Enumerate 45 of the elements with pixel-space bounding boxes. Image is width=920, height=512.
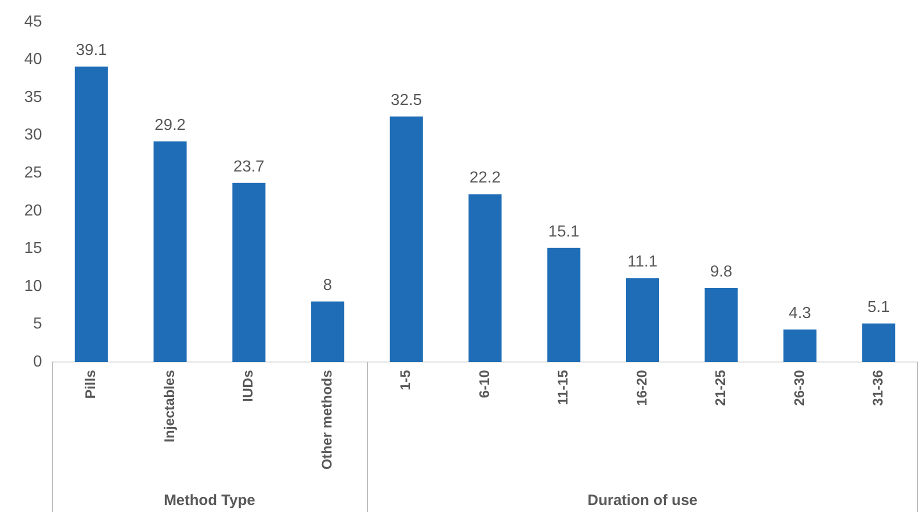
bar (783, 330, 816, 362)
y-tick-label: 0 (33, 353, 42, 370)
x-tick-label: Injectables (160, 370, 177, 442)
bar (626, 278, 660, 362)
x-tick-label: 11-15 (554, 370, 571, 406)
bar (232, 182, 266, 362)
data-label: 23.7 (233, 158, 265, 176)
data-label: 9.8 (710, 263, 732, 280)
y-tick-label: 5 (33, 316, 42, 333)
data-label: 5.1 (868, 298, 890, 316)
y-tick-label: 25 (24, 164, 42, 182)
x-tick-label: 16-20 (633, 370, 650, 406)
data-label: 15.1 (548, 223, 580, 240)
bar (862, 323, 896, 362)
bar (704, 288, 738, 362)
x-tick-label: 21-25 (712, 370, 728, 406)
y-tick-label: 35 (24, 88, 42, 106)
y-tick-label: 15 (24, 240, 42, 258)
x-tick-label: 6-10 (476, 370, 492, 398)
x-axis-title: Method Type (164, 492, 256, 510)
data-label: 11.1 (628, 254, 658, 271)
x-tick-label: Pills (82, 370, 98, 399)
y-tick-label: 10 (24, 278, 42, 295)
data-label: 4.3 (788, 304, 812, 322)
data-label: 22.2 (470, 170, 501, 187)
x-tick-label: 26-30 (790, 370, 807, 406)
x-tick-label: 31-36 (870, 370, 886, 406)
data-label: 8 (323, 276, 332, 294)
bar (74, 66, 108, 362)
bar (390, 116, 423, 362)
bar (547, 248, 580, 362)
data-label: 39.1 (76, 42, 108, 59)
x-tick-label: IUDs (240, 370, 256, 402)
x-tick-label: Other methods (318, 370, 334, 470)
y-tick-label: 20 (24, 202, 42, 220)
data-label: 32.5 (390, 92, 422, 109)
bar (154, 141, 187, 362)
bar (468, 194, 502, 362)
x-axis-title: Duration of use (587, 492, 698, 510)
bar (311, 302, 344, 362)
y-tick-label: 40 (24, 51, 42, 68)
y-tick-label: 30 (24, 126, 42, 144)
data-label: 29.2 (154, 116, 186, 134)
y-tick-label: 45 (24, 13, 42, 30)
x-tick-label: 1-5 (397, 370, 414, 390)
